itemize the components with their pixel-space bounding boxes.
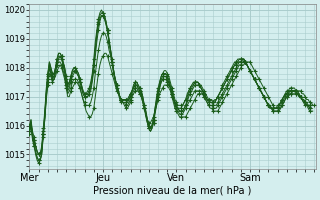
X-axis label: Pression niveau de la mer( hPa ): Pression niveau de la mer( hPa ) — [93, 186, 252, 196]
